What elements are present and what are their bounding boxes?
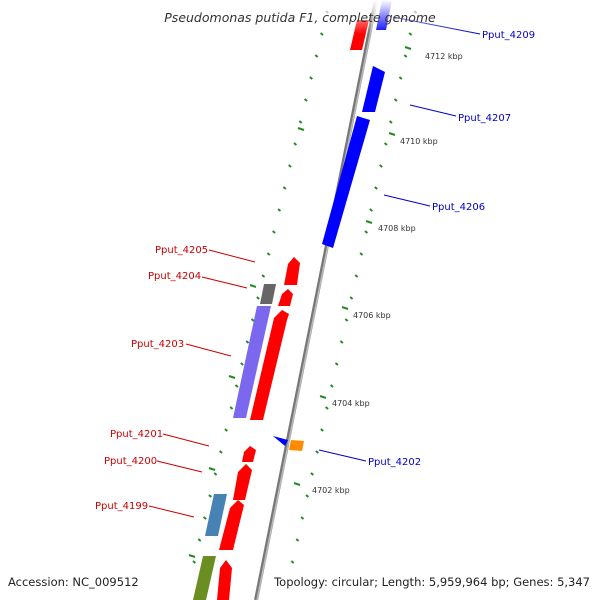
outer-scale-tick [349,296,354,300]
outer-scale-tick [359,252,364,256]
gene-label-pput-4202[interactable]: Pput_4202 [368,457,421,468]
gene-label-pput-4199[interactable]: Pput_4199 [95,501,148,512]
outer-scale-tick [398,76,403,80]
outer-scale-tick [388,120,393,124]
outer-scale-tick [339,340,344,344]
gene-label-pput-4205[interactable]: Pput_4205 [155,245,208,256]
outer-scale-tick [334,362,339,366]
inner-scale-tick [229,406,234,410]
gene-block-pput-4207[interactable] [362,66,385,112]
outer-scale-tick [374,186,378,190]
feature-track [193,0,392,600]
inner-scale-tick [298,120,303,124]
inner-scale-tick [256,296,260,300]
position-label-4708: 4708 kbp [378,224,416,233]
inner-scale-tick [213,472,218,476]
gene-label-pput-4200[interactable]: Pput_4200 [104,456,157,467]
top-fade [0,0,600,34]
position-label-4710: 4710 kbp [400,137,438,146]
outer-scale-tick [329,384,334,388]
gene-block-pput-4201[interactable] [242,446,256,462]
gene-block-pput-4205[interactable] [284,257,300,285]
outer-scale-tick [295,538,300,542]
gene-block-pput-4199b[interactable] [219,500,244,550]
inner-scale-tick [240,362,244,366]
inner-scale-tick [277,208,282,212]
scale-ticks [192,10,418,564]
outer-scale-tick [403,54,408,58]
inner-scale-tick [234,384,239,388]
inner-scale-tick [245,340,250,344]
inner-scale-tick [224,428,228,432]
inner-scale-tick [288,164,292,168]
outer-scale-tick [364,230,369,234]
outer-scale-tick [379,164,383,168]
position-label-4712: 4712 kbp [425,52,463,61]
leader-lines [148,16,481,518]
gene-block-pput-4200[interactable] [233,464,252,500]
inner-scale-tick [266,252,271,256]
inner-scale-tick [218,450,223,454]
inner-scale-tick [208,494,212,498]
inner-scale-tick [261,274,266,278]
genome-backbone [254,0,378,600]
outer-scale-tick [305,494,310,498]
inner-scale-tick [282,186,287,190]
outer-scale-tick [344,318,349,322]
gene-block-pput-4204b[interactable] [278,289,293,306]
gene-label-pput-4206[interactable]: Pput_4206 [432,202,485,213]
gene-label-pput-4201[interactable]: Pput_4201 [110,429,163,440]
accession-text: Accession: NC_009512 [8,575,139,589]
gene-block-green-bottom[interactable] [193,556,216,600]
inner-scale-tick [303,98,308,102]
inner-scale-tick [314,54,319,58]
outer-scale-tick [369,208,373,212]
gene-labels: Pput_4209 Pput_4207 Pput_4206 Pput_4205 … [95,30,535,512]
outer-scale-tick [393,98,398,102]
gene-block-pput-4203b[interactable] [250,310,289,420]
gene-label-pput-4207[interactable]: Pput_4207 [458,113,511,124]
gene-label-pput-4209[interactable]: Pput_4209 [482,30,535,41]
inner-scale-tick [309,76,313,80]
map-title: Pseudomonas putida F1, complete genome [164,10,436,25]
outer-scale-tick [383,142,388,146]
position-markers: 4712 kbp 4710 kbp 4708 kbp 4706 kbp 4704… [188,46,463,558]
outer-scale-tick [310,472,314,476]
inner-scale-tick [293,142,298,146]
position-label-4706: 4706 kbp [353,311,391,320]
position-label-4704: 4704 kbp [332,399,370,408]
gene-label-pput-4203[interactable]: Pput_4203 [131,339,184,350]
outer-scale-tick [300,516,305,520]
outer-scale-tick [325,406,329,410]
gene-block-pput-4202[interactable] [289,440,304,451]
inner-scale-tick [272,230,276,234]
inner-scale-tick [192,560,197,564]
position-label-4702: 4702 kbp [312,486,350,495]
gene-block-red-bottom[interactable] [217,560,232,600]
gene-block-pput-4199[interactable] [205,494,227,536]
inner-scale-tick [202,516,207,520]
outer-scale-tick [315,450,319,454]
topology-text: Topology: circular; Length: 5,959,964 bp… [273,575,590,589]
gene-block-pput-4206[interactable] [322,116,370,248]
outer-scale-tick [320,428,324,432]
gene-block-small-blue[interactable] [273,436,288,446]
gene-label-pput-4204[interactable]: Pput_4204 [148,271,201,282]
gene-block-pput-4204[interactable] [260,284,276,304]
gene-block-pput-4203[interactable] [233,306,271,418]
outer-scale-tick [354,274,359,278]
inner-scale-tick [250,318,255,322]
inner-scale-tick [197,538,202,542]
outer-scale-tick [290,560,295,564]
